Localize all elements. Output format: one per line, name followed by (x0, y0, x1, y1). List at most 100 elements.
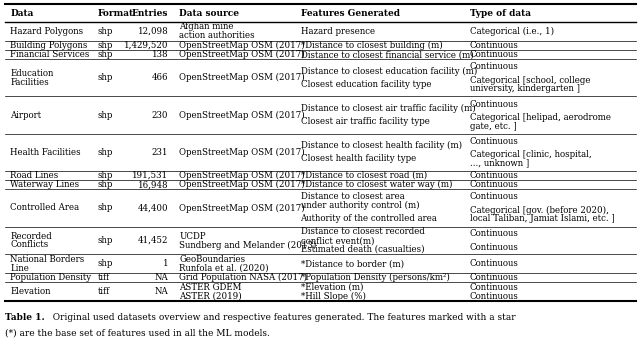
Text: Sundberg and Melander (2013): Sundberg and Melander (2013) (179, 240, 317, 249)
Text: gate, etc. ]: gate, etc. ] (470, 121, 516, 130)
Text: Continuous: Continuous (470, 171, 518, 180)
Text: Closest air traffic facility type: Closest air traffic facility type (301, 117, 429, 126)
Text: Authority of the controlled area: Authority of the controlled area (301, 214, 437, 224)
Text: National Borders: National Borders (10, 255, 84, 264)
Text: 41,452: 41,452 (138, 236, 168, 245)
Text: Waterway Lines: Waterway Lines (10, 180, 79, 189)
Text: 44,400: 44,400 (138, 203, 168, 213)
Text: Controlled Area: Controlled Area (10, 203, 79, 213)
Text: UCDP: UCDP (179, 232, 206, 241)
Text: Data source: Data source (179, 9, 239, 17)
Text: Recorded: Recorded (10, 232, 52, 241)
Text: action authorities: action authorities (179, 31, 255, 40)
Text: 231: 231 (152, 148, 168, 157)
Text: Table 1.: Table 1. (5, 313, 45, 322)
Text: under authority control (m): under authority control (m) (301, 201, 419, 210)
Text: shp: shp (97, 110, 113, 119)
Text: Distance to closest air traffic facility (m): Distance to closest air traffic facility… (301, 104, 476, 113)
Text: *Distance to closest building (m): *Distance to closest building (m) (301, 41, 442, 50)
Text: Categorical [gov. (before 2020),: Categorical [gov. (before 2020), (470, 206, 609, 215)
Text: Facilities: Facilities (10, 78, 49, 87)
Text: conflict event(m): conflict event(m) (301, 236, 374, 245)
Text: Financial Services: Financial Services (10, 50, 90, 59)
Text: 1: 1 (163, 259, 168, 268)
Text: shp: shp (97, 203, 113, 213)
Text: 138: 138 (152, 50, 168, 59)
Text: Airport: Airport (10, 110, 42, 119)
Text: Continuous: Continuous (470, 243, 518, 252)
Text: GeoBoundaries: GeoBoundaries (179, 255, 246, 264)
Text: Continuous: Continuous (470, 273, 518, 282)
Text: Education: Education (10, 69, 54, 78)
Text: Afghan mine: Afghan mine (179, 22, 234, 32)
Text: Building Polygons: Building Polygons (10, 41, 88, 50)
Text: NA: NA (154, 287, 168, 296)
Text: Distance to closest recorded: Distance to closest recorded (301, 227, 424, 236)
Text: shp: shp (97, 27, 113, 36)
Text: *Population Density (persons/km²): *Population Density (persons/km²) (301, 273, 449, 282)
Text: OpenStreetMap OSM (2017): OpenStreetMap OSM (2017) (179, 180, 305, 189)
Text: Categorical [clinic, hospital,: Categorical [clinic, hospital, (470, 150, 591, 159)
Text: Categorical [school, college: Categorical [school, college (470, 75, 590, 84)
Text: 191,531: 191,531 (132, 171, 168, 180)
Text: Continuous: Continuous (470, 180, 518, 189)
Text: Population Density: Population Density (10, 273, 92, 282)
Text: (*) are the base set of features used in all the ML models.: (*) are the base set of features used in… (5, 329, 270, 338)
Text: ASTER GDEM: ASTER GDEM (179, 283, 242, 292)
Text: Distance to closest area: Distance to closest area (301, 192, 404, 201)
Text: shp: shp (97, 73, 113, 82)
Text: Road Lines: Road Lines (10, 171, 58, 180)
Text: tiff: tiff (97, 273, 109, 282)
Text: Format: Format (97, 9, 134, 17)
Text: ASTER (2019): ASTER (2019) (179, 292, 242, 300)
Text: Data: Data (10, 9, 34, 17)
Text: shp: shp (97, 148, 113, 157)
Text: Original used datasets overview and respective features generated. The features : Original used datasets overview and resp… (47, 313, 516, 322)
Text: OpenStreetMap OSM (2017): OpenStreetMap OSM (2017) (179, 50, 305, 59)
Text: university, kindergarten ]: university, kindergarten ] (470, 84, 580, 93)
Text: Entries: Entries (132, 9, 168, 17)
Text: Hazard Polygons: Hazard Polygons (10, 27, 83, 36)
Text: ..., unknown ]: ..., unknown ] (470, 159, 529, 168)
Text: 230: 230 (152, 110, 168, 119)
Text: local Taliban, Jamiat Islami, etc. ]: local Taliban, Jamiat Islami, etc. ] (470, 214, 614, 224)
Text: Continuous: Continuous (470, 41, 518, 50)
Text: Features Generated: Features Generated (301, 9, 399, 17)
Text: Continuous: Continuous (470, 137, 518, 146)
Text: shp: shp (97, 180, 113, 189)
Text: 1,429,520: 1,429,520 (124, 41, 168, 50)
Text: Categorical (i.e., 1): Categorical (i.e., 1) (470, 27, 554, 36)
Text: 16,948: 16,948 (138, 180, 168, 189)
Text: OpenStreetMap OSM (2017): OpenStreetMap OSM (2017) (179, 73, 305, 82)
Text: OpenStreetMap OSM (2017): OpenStreetMap OSM (2017) (179, 41, 305, 50)
Text: 12,098: 12,098 (138, 27, 168, 36)
Text: Continuous: Continuous (470, 192, 518, 201)
Text: Distance to closest financial service (m): Distance to closest financial service (m… (301, 50, 473, 59)
Text: Closest health facility type: Closest health facility type (301, 154, 416, 163)
Text: shp: shp (97, 236, 113, 245)
Text: Type of data: Type of data (470, 9, 531, 17)
Text: 466: 466 (152, 73, 168, 82)
Text: Estimated death (casualties): Estimated death (casualties) (301, 245, 424, 254)
Text: Continuous: Continuous (470, 229, 518, 238)
Text: shp: shp (97, 171, 113, 180)
Text: NA: NA (154, 273, 168, 282)
Text: Grid Population NASA (2017): Grid Population NASA (2017) (179, 273, 307, 282)
Text: tiff: tiff (97, 287, 109, 296)
Text: OpenStreetMap OSM (2017): OpenStreetMap OSM (2017) (179, 171, 305, 180)
Text: OpenStreetMap OSM (2017): OpenStreetMap OSM (2017) (179, 203, 305, 213)
Text: *Elevation (m): *Elevation (m) (301, 283, 363, 292)
Text: Distance to closest health facility (m): Distance to closest health facility (m) (301, 141, 461, 150)
Text: Distance to closest education facility (m): Distance to closest education facility (… (301, 67, 477, 76)
Text: Continuous: Continuous (470, 259, 518, 268)
Text: *Distance to closest water way (m): *Distance to closest water way (m) (301, 180, 452, 189)
Text: Continuous: Continuous (470, 283, 518, 292)
Text: shp: shp (97, 41, 113, 50)
Text: shp: shp (97, 50, 113, 59)
Text: *Distance to closest road (m): *Distance to closest road (m) (301, 171, 427, 180)
Text: Continuous: Continuous (470, 62, 518, 71)
Text: shp: shp (97, 259, 113, 268)
Text: OpenStreetMap OSM (2017): OpenStreetMap OSM (2017) (179, 147, 305, 157)
Text: *Hill Slope (%): *Hill Slope (%) (301, 292, 365, 301)
Text: Categorical [helipad, aerodrome: Categorical [helipad, aerodrome (470, 113, 611, 122)
